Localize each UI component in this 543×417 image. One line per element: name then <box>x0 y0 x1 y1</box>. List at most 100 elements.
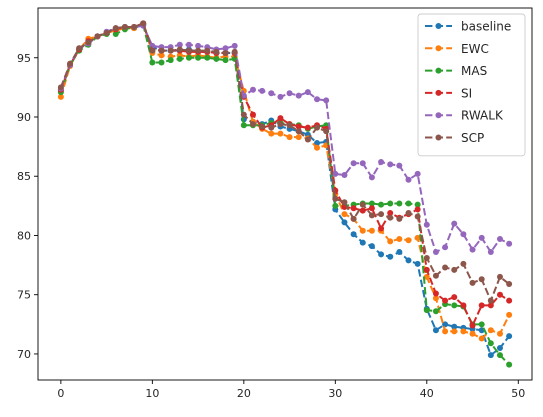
data-point-baseline <box>496 345 503 352</box>
data-point-mas <box>195 54 202 61</box>
data-point-scp <box>368 212 375 219</box>
data-point-si <box>295 123 302 130</box>
legend-swatch-marker-rwalk <box>435 112 442 119</box>
data-point-mas <box>414 201 421 208</box>
data-point-baseline <box>341 219 348 226</box>
data-point-baseline <box>396 249 403 256</box>
data-point-scp <box>67 60 74 67</box>
data-point-scp <box>478 276 485 283</box>
data-point-rwalk <box>259 87 266 94</box>
data-point-si <box>478 302 485 309</box>
data-point-mas <box>478 321 485 328</box>
data-point-mas <box>378 201 385 208</box>
data-point-scp <box>451 266 458 273</box>
legend-box <box>417 13 526 157</box>
legend-label-ewc: EWC <box>461 42 489 56</box>
data-point-scp <box>496 273 503 280</box>
data-point-scp <box>140 20 147 27</box>
data-point-mas <box>185 54 192 61</box>
data-point-mas <box>396 200 403 207</box>
data-point-mas <box>496 352 503 359</box>
data-point-ewc <box>414 234 421 241</box>
data-point-scp <box>204 47 211 54</box>
data-point-ewc <box>460 328 467 335</box>
data-point-scp <box>231 48 238 55</box>
data-point-rwalk <box>286 90 293 97</box>
data-point-scp <box>121 23 128 30</box>
data-point-baseline <box>378 251 385 258</box>
data-point-rwalk <box>249 86 256 93</box>
data-point-ewc <box>341 211 348 218</box>
data-point-scp <box>387 214 394 221</box>
data-point-scp <box>341 199 348 206</box>
data-point-ewc <box>359 227 366 234</box>
data-point-scp <box>442 264 449 271</box>
data-point-mas <box>368 200 375 207</box>
data-point-scp <box>487 297 494 304</box>
data-point-baseline <box>506 333 513 340</box>
data-point-scp <box>213 48 220 55</box>
data-point-si <box>414 206 421 213</box>
data-point-si <box>469 322 476 329</box>
data-point-rwalk <box>460 231 467 238</box>
data-point-mas <box>487 340 494 347</box>
x-tick-label: 40 <box>420 387 434 400</box>
y-tick-label: 75 <box>17 289 31 302</box>
data-point-rwalk <box>478 234 485 241</box>
data-point-ewc <box>387 238 394 245</box>
data-point-scp <box>131 23 138 30</box>
data-point-scp <box>332 195 339 202</box>
data-point-baseline <box>451 323 458 330</box>
data-point-ewc <box>314 144 321 151</box>
data-point-rwalk <box>185 41 192 48</box>
data-point-rwalk <box>176 41 183 48</box>
data-point-scp <box>76 45 83 52</box>
data-point-ewc <box>158 52 165 59</box>
legend: baseline EWC MAS SI RWALK SCP <box>417 13 526 157</box>
data-point-rwalk <box>268 90 275 97</box>
data-point-mas <box>405 200 412 207</box>
data-point-rwalk <box>314 96 321 103</box>
legend-swatch-marker-ewc <box>435 45 442 52</box>
data-point-scp <box>359 201 366 208</box>
data-point-ewc <box>277 130 284 137</box>
data-point-si <box>432 290 439 297</box>
data-point-scp <box>249 121 256 128</box>
data-point-scp <box>378 211 385 218</box>
data-point-mas <box>167 57 174 64</box>
data-point-rwalk <box>469 246 476 253</box>
data-point-ewc <box>469 330 476 337</box>
data-point-rwalk <box>240 92 247 99</box>
data-point-scp <box>323 128 330 135</box>
x-tick-label: 0 <box>57 387 64 400</box>
data-point-mas <box>149 59 156 66</box>
data-point-rwalk <box>341 172 348 179</box>
series-scp <box>57 20 513 304</box>
data-point-baseline <box>314 140 321 147</box>
data-point-scp <box>286 122 293 129</box>
data-point-scp <box>268 124 275 131</box>
legend-swatch-marker-scp <box>435 134 442 141</box>
data-point-si <box>506 297 513 304</box>
data-point-scp <box>432 272 439 279</box>
legend-label-rwalk: RWALK <box>461 109 504 123</box>
data-point-mas <box>423 307 430 314</box>
data-point-scp <box>350 215 357 222</box>
data-point-rwalk <box>332 170 339 177</box>
data-point-scp <box>185 47 192 54</box>
data-point-mas <box>432 308 439 315</box>
data-point-si <box>350 205 357 212</box>
data-point-ewc <box>506 311 513 318</box>
data-point-si <box>359 207 366 214</box>
legend-label-mas: MAS <box>461 64 487 78</box>
data-point-baseline <box>368 243 375 250</box>
data-point-baseline <box>387 253 394 260</box>
data-point-scp <box>506 281 513 288</box>
data-point-si <box>423 266 430 273</box>
data-point-scp <box>259 123 266 130</box>
y-tick-label: 80 <box>17 229 31 242</box>
data-point-baseline <box>405 257 412 264</box>
data-point-si <box>277 115 284 122</box>
data-point-ewc <box>487 327 494 334</box>
